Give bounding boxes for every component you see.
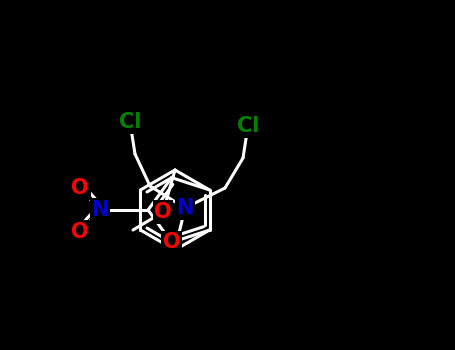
Text: O: O xyxy=(163,232,181,252)
Text: Cl: Cl xyxy=(119,112,141,132)
Text: N: N xyxy=(91,200,109,220)
Text: O: O xyxy=(154,202,172,222)
Text: Cl: Cl xyxy=(237,116,259,136)
Text: O: O xyxy=(71,222,89,242)
Text: O: O xyxy=(71,178,89,198)
Text: N: N xyxy=(177,198,194,218)
